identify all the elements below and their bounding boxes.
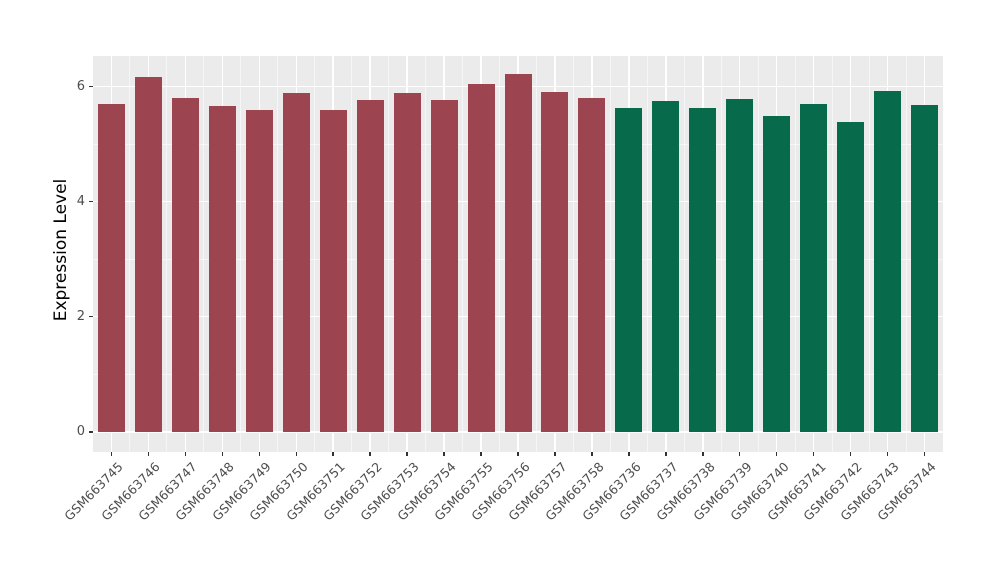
gridline-minor-vertical: [535, 56, 537, 452]
x-tick-mark: [221, 452, 224, 456]
x-tick-mark: [849, 452, 852, 456]
y-tick-mark: [89, 85, 93, 88]
x-tick-mark: [665, 452, 667, 456]
gridline-minor-vertical: [314, 56, 316, 452]
gridline-minor-vertical: [646, 56, 648, 452]
gridline-minor-vertical: [166, 56, 168, 452]
bar-GSM663749: [245, 109, 273, 432]
bar-GSM663756: [504, 74, 532, 432]
gridline-minor-vertical: [572, 56, 574, 452]
x-tick-mark: [886, 452, 889, 456]
bar-GSM663748: [208, 106, 236, 432]
gridline-minor-vertical: [609, 56, 611, 452]
x-tick-mark: [812, 452, 815, 456]
gridline-minor-vertical: [240, 56, 242, 452]
x-tick-mark: [406, 452, 408, 456]
bar-GSM663738: [689, 107, 717, 432]
bar-GSM663750: [282, 93, 310, 432]
bar-GSM663747: [171, 98, 199, 432]
x-tick-mark: [923, 452, 926, 456]
x-tick-mark: [110, 452, 113, 456]
x-tick-mark: [628, 452, 630, 456]
gridline-minor-vertical: [794, 56, 796, 452]
x-tick-mark: [332, 452, 334, 456]
gridline-minor-vertical: [388, 56, 390, 452]
x-tick-mark: [738, 452, 741, 456]
y-tick-label: 0: [76, 424, 85, 440]
gridline-minor-vertical: [868, 56, 870, 452]
y-tick-label: 6: [76, 79, 85, 94]
y-tick-mark: [89, 315, 93, 318]
gridline-minor-vertical: [425, 56, 427, 452]
x-tick-mark: [184, 452, 187, 456]
x-tick-mark: [702, 452, 704, 456]
gridline-minor-vertical: [905, 56, 907, 452]
bar-GSM663741: [800, 103, 828, 432]
bar-GSM663757: [541, 92, 569, 432]
bar-GSM663752: [356, 100, 384, 432]
bar-GSM663746: [134, 76, 162, 432]
x-tick-mark: [591, 452, 593, 456]
bar-GSM663751: [319, 110, 347, 432]
x-tick-mark: [480, 452, 482, 456]
y-tick-label: 2: [76, 309, 85, 325]
gridline-minor-vertical: [720, 56, 722, 452]
gridline-minor-vertical: [757, 56, 759, 452]
gridline-minor-vertical: [129, 56, 131, 452]
gridline-minor-vertical: [831, 56, 833, 452]
y-tick-label: 4: [76, 194, 85, 210]
gridline-minor-vertical: [499, 56, 501, 452]
plot-panel: [93, 56, 943, 452]
bar-GSM663736: [615, 108, 643, 432]
gridline-minor-vertical: [683, 56, 685, 452]
x-tick-mark: [775, 452, 778, 456]
x-tick-mark: [517, 452, 519, 456]
bar-GSM663758: [578, 98, 606, 432]
x-tick-mark: [369, 452, 371, 456]
bar-GSM663744: [911, 104, 939, 432]
x-tick-mark: [258, 452, 261, 456]
bar-GSM663740: [763, 115, 791, 432]
bar-GSM663742: [837, 121, 865, 432]
y-tick-mark: [89, 431, 93, 433]
bar-GSM663737: [652, 100, 680, 432]
gridline-minor-vertical: [462, 56, 464, 452]
x-tick-mark: [554, 452, 556, 456]
x-tick-mark: [443, 452, 445, 456]
gridline-minor-vertical: [203, 56, 205, 452]
bar-GSM663755: [467, 84, 495, 432]
bar-GSM663743: [874, 90, 902, 432]
bar-GSM663753: [393, 92, 421, 432]
bar-GSM663745: [97, 103, 125, 432]
x-tick-mark: [147, 452, 150, 456]
x-tick-mark: [295, 452, 297, 456]
gridline-minor-vertical: [351, 56, 353, 452]
gridline-minor-vertical: [277, 56, 279, 452]
bar-GSM663754: [430, 100, 458, 432]
y-tick-mark: [89, 200, 93, 203]
bar-GSM663739: [726, 99, 754, 432]
